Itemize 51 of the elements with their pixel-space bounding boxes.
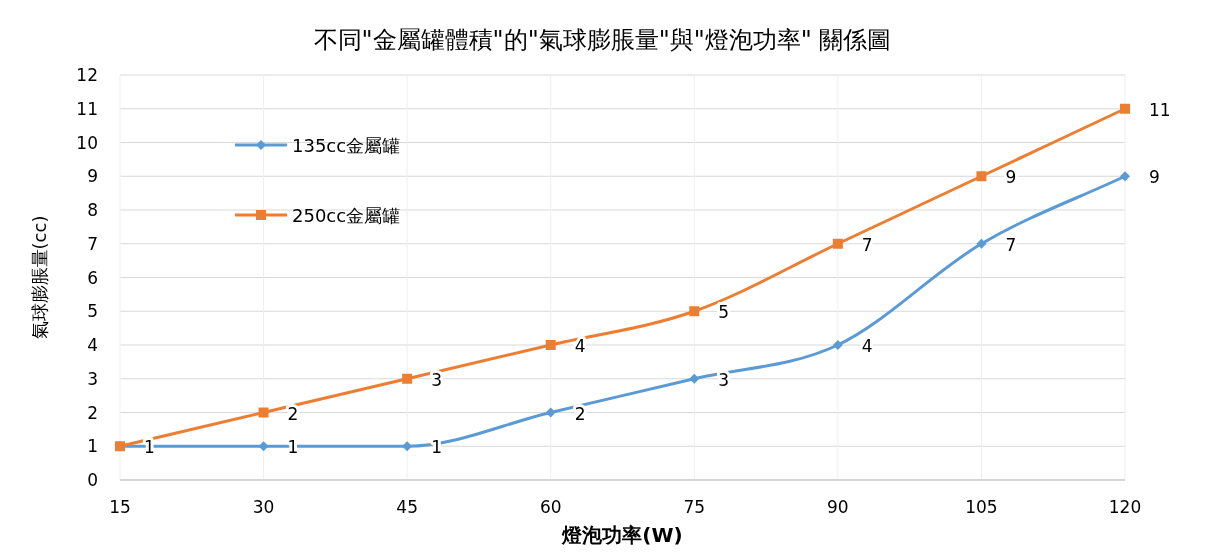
data-label: 3 [718,369,730,390]
y-tick-label: 6 [87,267,98,288]
x-tick-label: 90 [827,497,849,517]
point [258,407,269,418]
point [1120,103,1130,114]
y-tick-label: 2 [87,402,98,423]
x-tick-label: 60 [539,497,562,517]
y-tick-label: 1 [87,436,98,457]
data-label: 11 [1149,99,1171,120]
y-tick-label: 4 [87,335,98,355]
data-label: 3 [431,369,442,390]
data-label: 5 [718,302,730,323]
data-label: 4 [574,336,586,356]
y-tick-label: 5 [87,301,98,322]
point [402,373,413,384]
y-tick-label: 12 [76,65,98,85]
point [976,238,987,249]
x-tick-label: 75 [683,497,706,517]
y-tick-label: 8 [87,200,98,220]
x-tick-label: 30 [252,497,275,517]
legend-label: 135cc金屬罐 [292,135,401,156]
point [832,340,843,350]
x-tick-label: 105 [965,497,998,517]
point [545,407,556,418]
point [832,238,843,249]
x-tick-label: 15 [109,497,131,517]
data-label: 7 [861,234,873,255]
y-tick-label: 11 [76,98,98,119]
point [545,340,556,350]
legend-label: 250cc金屬罐 [292,205,401,226]
data-label: 2 [574,403,586,424]
point [689,306,700,317]
x-tick-label: 120 [1108,497,1142,517]
data-label: 2 [287,403,299,424]
point [689,373,700,384]
y-tick-label: 9 [87,166,98,187]
data-label: 9 [1005,167,1017,188]
x-tick-label: 45 [396,497,418,517]
y-tick-label: 7 [87,233,98,254]
x-axis-title: 燈泡功率(W) [561,523,683,547]
data-label: 9 [1149,167,1160,188]
y-axis-title: 氣球膨脹量(cc) [29,215,50,340]
chart-title: 不同"金屬罐體積"的"氣球膨脹量"與"燈泡功率" 關係圖 [313,26,892,54]
point [258,441,269,452]
point [976,171,987,182]
y-tick-label: 0 [87,470,98,490]
y-tick-label: 10 [76,132,98,153]
data-label: 4 [861,336,873,356]
y-tick-label: 3 [87,368,98,389]
point [1120,171,1130,182]
data-label: 7 [1005,234,1017,255]
